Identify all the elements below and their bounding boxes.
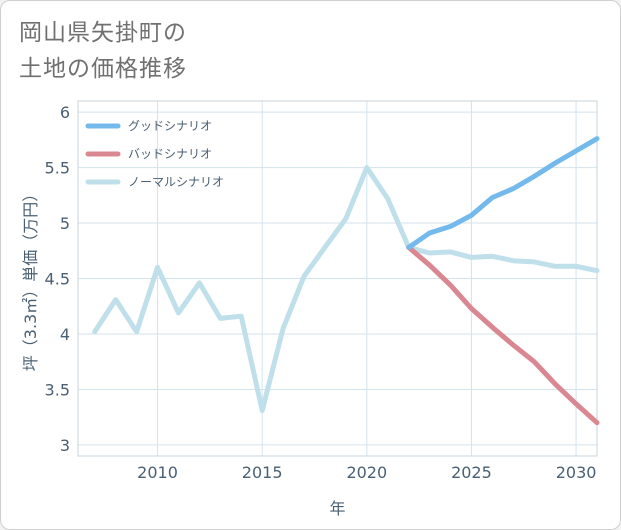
series-line-3 xyxy=(92,165,600,413)
plot-frame xyxy=(77,100,598,457)
y-tick-label: 4.5 xyxy=(45,270,70,289)
x-axis-title: 年 xyxy=(329,499,345,518)
tick-labels: 3 3.5 4 4.5 5 5.5 6 2010 2015 2020 2025 2030 xyxy=(45,103,597,482)
series-line-2 xyxy=(406,244,600,426)
x-tick-label: 2030 xyxy=(556,463,597,482)
chart-title: 岡山県矢掛町の 土地の価格推移 xyxy=(19,15,187,87)
series-line-1 xyxy=(406,136,600,250)
chart-title-line-1: 岡山県矢掛町の xyxy=(19,20,187,46)
y-tick-label: 6 xyxy=(60,103,70,122)
x-tick-label: 2025 xyxy=(451,463,492,482)
legend-label-1: グッドシナリオ xyxy=(128,119,212,133)
x-tick-label: 2010 xyxy=(137,463,178,482)
y-tick-label: 3.5 xyxy=(45,380,70,399)
chart-title-line-2: 土地の価格推移 xyxy=(19,56,187,82)
x-tick-label: 2015 xyxy=(242,463,283,482)
y-tick-label: 4 xyxy=(60,325,70,344)
y-tick-label: 5 xyxy=(60,214,70,233)
series-layer xyxy=(92,136,600,426)
x-tick-label: 2020 xyxy=(346,463,387,482)
legend-label-3: ノーマルシナリオ xyxy=(128,175,224,189)
y-tick-label: 5.5 xyxy=(45,159,70,178)
y-axis-title: 坪（3.3㎡）単価（万円） xyxy=(21,186,40,371)
y-tick-label: 3 xyxy=(60,436,70,455)
legend-label-2: バッドシナリオ xyxy=(128,147,212,161)
